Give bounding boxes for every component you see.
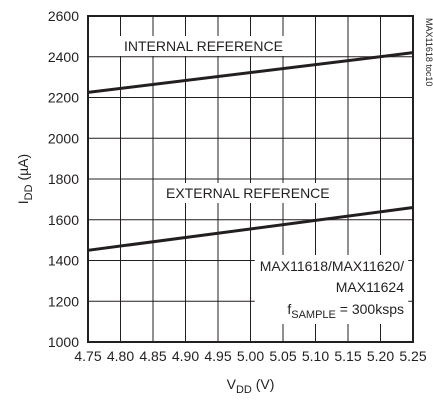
y-tick-label: 2400 <box>48 49 79 65</box>
x-tick-label: 5.00 <box>237 348 264 364</box>
y-tick-labels: 1000 1200 1400 1600 1800 2000 2200 2400 2600 <box>48 8 79 350</box>
part-numbers-line-1: MAX11618/MAX11620/ <box>260 258 404 274</box>
conditions-annotation-bg <box>254 255 409 324</box>
series-lines <box>87 51 414 252</box>
x-tick-label: 5.05 <box>269 348 296 364</box>
external-reference-line <box>87 206 414 252</box>
x-tick-label: 5.15 <box>334 348 361 364</box>
x-axis-label: VDD (V) <box>227 376 275 396</box>
y-tick-label: 2000 <box>48 130 79 146</box>
sample-rate-value: = 300ksps <box>336 301 404 317</box>
x-tick-label: 4.90 <box>172 348 199 364</box>
x-tick-labels: 4.75 4.80 4.85 4.90 4.95 5.00 5.05 5.10 5.15 5.20… <box>74 348 426 364</box>
x-tick-label: 4.80 <box>107 348 134 364</box>
x-tick-label: 5.10 <box>302 348 329 364</box>
y-tick-label: 2200 <box>48 90 79 106</box>
y-tick-label: 1200 <box>48 293 79 309</box>
y-tick-label: 2600 <box>48 8 79 24</box>
y-tick-label: 1600 <box>48 212 79 228</box>
sample-rate-symbol: f <box>287 301 291 317</box>
x-tick-label: 4.95 <box>204 348 231 364</box>
external-reference-label-bg <box>162 183 334 203</box>
y-tick-label: 1400 <box>48 253 79 269</box>
internal-reference-label-bg <box>120 36 287 56</box>
sample-rate-subscript: SAMPLE <box>291 309 336 321</box>
internal-reference-line <box>87 51 414 94</box>
x-tick-label: 4.85 <box>139 348 166 364</box>
sample-rate-condition: fSAMPLE = 300ksps <box>287 301 404 321</box>
part-numbers-line-2: MAX11624 <box>336 279 404 295</box>
x-tick-label: 4.75 <box>74 348 101 364</box>
figure-code: MAX11618 toc10 <box>424 18 433 86</box>
plot-frame <box>87 15 414 343</box>
y-axis-label: IDD (µA) <box>15 154 35 204</box>
y-tick-label: 1000 <box>48 334 79 350</box>
x-tick-label: 5.25 <box>399 348 426 364</box>
internal-reference-label: INTERNAL REFERENCE <box>124 38 283 54</box>
external-reference-label: EXTERNAL REFERENCE <box>166 185 330 201</box>
x-tick-label: 5.20 <box>367 348 394 364</box>
grid-lines <box>88 16 413 342</box>
y-tick-label: 1800 <box>48 171 79 187</box>
